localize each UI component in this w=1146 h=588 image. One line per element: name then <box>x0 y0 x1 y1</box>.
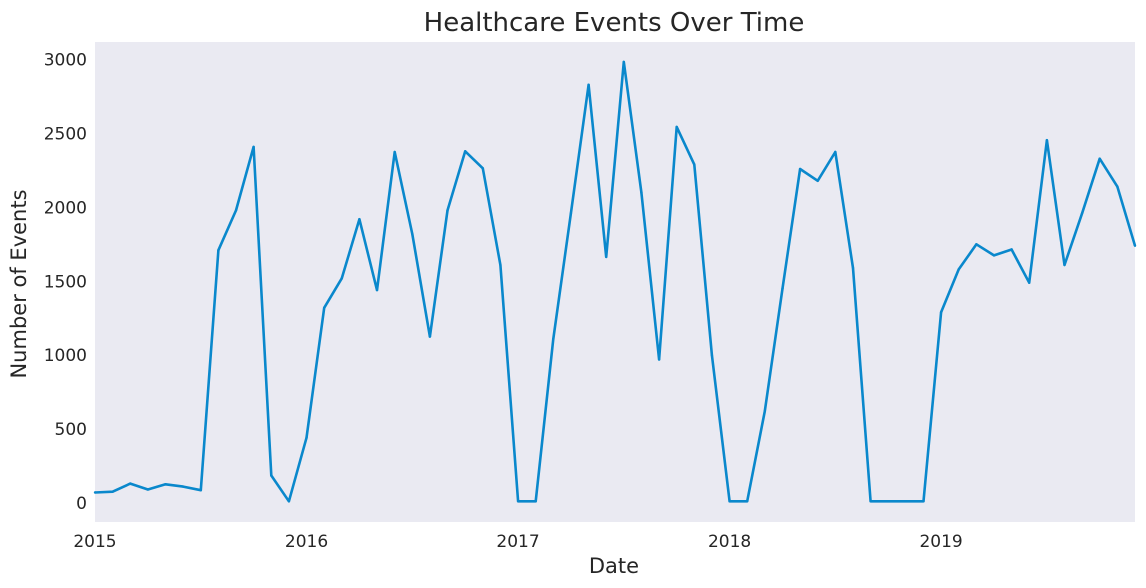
data-point <box>851 266 855 270</box>
data-point <box>904 500 907 503</box>
y-tick-label: 0 <box>76 494 87 514</box>
data-point <box>181 485 185 488</box>
data-point <box>939 311 943 314</box>
data-point <box>146 488 150 491</box>
data-point <box>746 500 749 503</box>
data-point <box>1045 139 1049 142</box>
data-point <box>129 482 132 485</box>
data-point <box>710 353 714 357</box>
data-point <box>252 145 255 149</box>
data-point <box>869 500 872 503</box>
data-point <box>1010 248 1013 251</box>
data-point <box>270 474 273 477</box>
data-point <box>234 209 238 212</box>
data-point <box>217 249 220 252</box>
data-point <box>1028 281 1031 284</box>
y-tick-label: 2500 <box>44 125 87 145</box>
series-line <box>94 60 1137 503</box>
data-point <box>375 288 379 292</box>
data-point <box>287 500 291 503</box>
data-point <box>199 489 202 492</box>
data-points <box>93 60 1137 503</box>
data-point <box>992 254 996 257</box>
data-point <box>834 150 837 154</box>
data-point <box>111 490 114 493</box>
data-point <box>569 212 573 215</box>
x-tick-label: 2016 <box>285 532 328 552</box>
data-point <box>516 500 520 503</box>
data-point <box>657 358 661 361</box>
data-point <box>587 83 590 87</box>
x-tick-labels: 2015 2016 2017 2018 2019 <box>73 532 962 552</box>
data-point <box>887 500 890 503</box>
data-point <box>446 209 449 212</box>
data-point <box>481 167 484 170</box>
data-point <box>1080 212 1084 215</box>
data-point <box>323 306 326 309</box>
y-tick-label: 3000 <box>44 51 87 71</box>
data-point <box>675 125 678 129</box>
data-point <box>393 150 396 154</box>
y-tick-label: 1000 <box>44 346 87 366</box>
data-point <box>305 436 308 439</box>
data-point <box>340 277 343 280</box>
data-point <box>605 255 608 259</box>
x-tick-label: 2017 <box>496 532 539 552</box>
data-point <box>957 268 960 271</box>
data-point <box>640 191 643 194</box>
data-point <box>464 150 467 153</box>
data-point <box>1098 157 1101 160</box>
x-tick-label: 2019 <box>919 532 962 552</box>
data-point <box>499 263 502 267</box>
y-tick-label: 500 <box>55 420 87 440</box>
chart-title: Healthcare Events Over Time <box>424 8 805 38</box>
data-point <box>1116 185 1119 188</box>
data-point <box>763 410 766 413</box>
data-point <box>358 218 361 221</box>
x-axis-label: Date <box>589 554 639 578</box>
data-point <box>922 500 925 503</box>
plot-background <box>95 42 1135 522</box>
y-tick-labels: 0 500 1000 1500 2000 2500 3000 <box>44 51 87 514</box>
data-point <box>411 232 414 236</box>
data-point <box>1063 263 1066 267</box>
data-point <box>534 500 537 503</box>
data-point <box>975 243 978 246</box>
data-point <box>798 167 802 171</box>
y-tick-label: 1500 <box>44 272 87 292</box>
x-tick-label: 2018 <box>708 532 751 552</box>
y-tick-label: 2000 <box>44 198 87 218</box>
data-point <box>552 337 555 341</box>
data-point <box>622 60 625 64</box>
data-point <box>728 500 731 503</box>
data-point <box>164 483 167 486</box>
y-axis-label: Number of Events <box>7 189 31 378</box>
data-point <box>693 163 696 166</box>
data-point <box>1133 244 1137 247</box>
x-tick-label: 2015 <box>73 532 116 552</box>
data-point <box>428 335 432 338</box>
data-point <box>781 287 784 290</box>
data-point <box>816 179 819 182</box>
data-point <box>93 491 97 494</box>
